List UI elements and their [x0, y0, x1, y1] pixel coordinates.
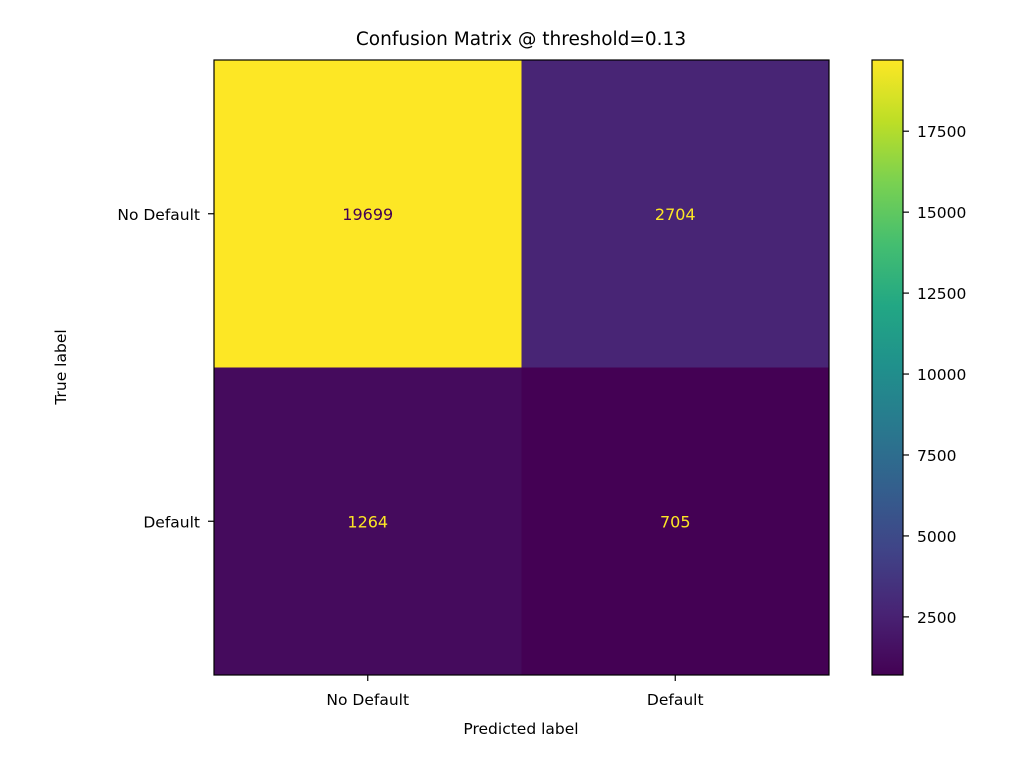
heatmap-cell	[521, 367, 829, 675]
x-axis-label: Predicted label	[463, 720, 578, 738]
colorbar: 2500 5000 7500 10000 12500 15000 17500	[871, 59, 966, 676]
heatmap-cell	[521, 60, 829, 368]
heatmap-cell-value: 1264	[347, 512, 388, 531]
heatmap-cell-value: 2704	[655, 205, 696, 224]
heatmap-cells	[214, 60, 829, 675]
heatmap-cell-value: 705	[660, 512, 691, 531]
y-axis-label: True label	[52, 329, 70, 405]
colorbar-tick-label: 7500	[917, 447, 956, 465]
colorbar-tick-label: 10000	[917, 366, 966, 384]
colorbar-tick-label: 15000	[917, 204, 966, 222]
heatmap-cell-labels: 19699 2704 1264 705	[342, 205, 695, 532]
colorbar-tick-label: 17500	[917, 123, 966, 141]
colorbar-tick-label: 12500	[917, 285, 966, 303]
y-tick-label: Default	[143, 513, 200, 531]
plot-frame	[213, 59, 830, 676]
y-tick-label: No Default	[117, 206, 200, 224]
heatmap-cell-value: 19699	[342, 205, 393, 224]
colorbar-ticks: 2500 5000 7500 10000 12500 15000 17500	[903, 123, 966, 627]
colorbar-tick-label: 5000	[917, 528, 956, 546]
x-tick-label: Default	[647, 691, 704, 709]
heatmap-cell	[214, 367, 522, 675]
colorbar-frame	[871, 59, 904, 676]
y-axis-ticks: No Default Default	[117, 206, 214, 531]
colorbar-gradient	[872, 60, 903, 675]
colorbar-tick-label: 2500	[917, 609, 956, 627]
x-tick-label: No Default	[326, 691, 409, 709]
x-axis-ticks: No Default Default	[326, 675, 704, 709]
heatmap-cell	[214, 60, 522, 368]
chart-title: Confusion Matrix @ threshold=0.13	[356, 29, 686, 50]
